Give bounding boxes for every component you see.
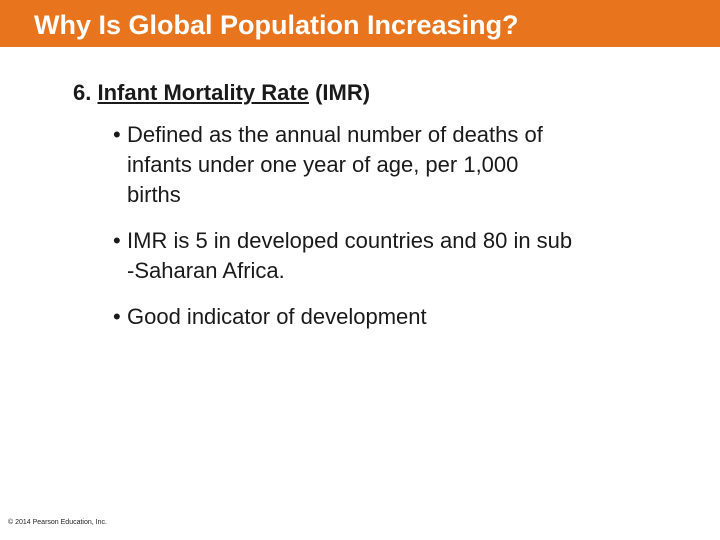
slide-title: Why Is Global Population Increasing? — [34, 10, 519, 40]
bullet-text: Defined as the annual number of deaths o… — [113, 120, 703, 210]
bullet-line: infants under one year of age, per 1,000 — [127, 152, 519, 177]
title-bar: Why Is Global Population Increasing? — [0, 0, 720, 47]
bullet-item: • Good indicator of development — [113, 302, 703, 332]
bullet-text: IMR is 5 in developed countries and 80 i… — [113, 226, 703, 286]
bullet-line: Defined as the annual number of deaths o… — [127, 122, 543, 147]
bullet-line: -Saharan Africa. — [127, 258, 285, 283]
bullet-line: Good indicator of development — [127, 304, 427, 329]
section-heading: 6. Infant Mortality Rate (IMR) — [73, 80, 370, 106]
bullet-line: IMR is 5 in developed countries and 80 i… — [127, 228, 573, 253]
bullet-line: births — [127, 182, 181, 207]
heading-underlined-term: Infant Mortality Rate — [97, 80, 309, 105]
bullet-symbol: • — [113, 304, 121, 329]
bullet-item: • IMR is 5 in developed countries and 80… — [113, 226, 703, 286]
copyright-footer: © 2014 Pearson Education, Inc. — [8, 519, 107, 526]
heading-abbreviation: (IMR) — [308, 80, 371, 105]
bullet-symbol: • — [113, 228, 121, 253]
bullet-text: Good indicator of development — [113, 302, 703, 332]
heading-number: 6. — [73, 80, 92, 105]
bullet-symbol: • — [113, 122, 121, 147]
bullet-item: • Defined as the annual number of deaths… — [113, 120, 703, 210]
